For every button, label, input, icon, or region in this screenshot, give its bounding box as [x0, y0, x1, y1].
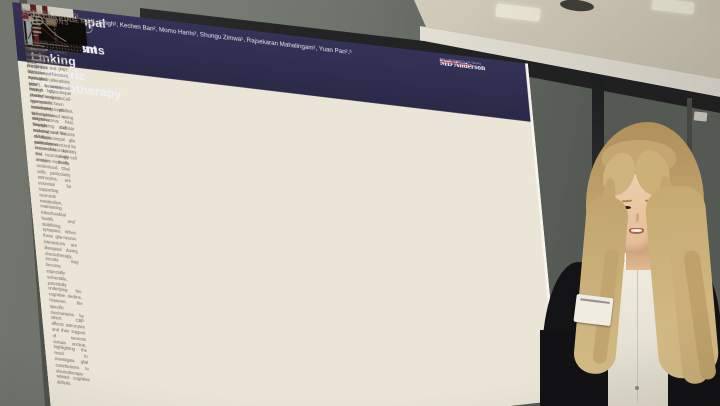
teeth [631, 229, 642, 232]
shirt-placket [637, 262, 638, 402]
nose [636, 213, 639, 222]
poster-body: INTRODUCTION Chemotherapy improves survi… [12, 2, 66, 380]
research-poster: Astrocyte-Centered Mechanisms Linking Pe… [12, 2, 571, 406]
name-badge [573, 293, 614, 327]
shirt-button [635, 386, 639, 390]
